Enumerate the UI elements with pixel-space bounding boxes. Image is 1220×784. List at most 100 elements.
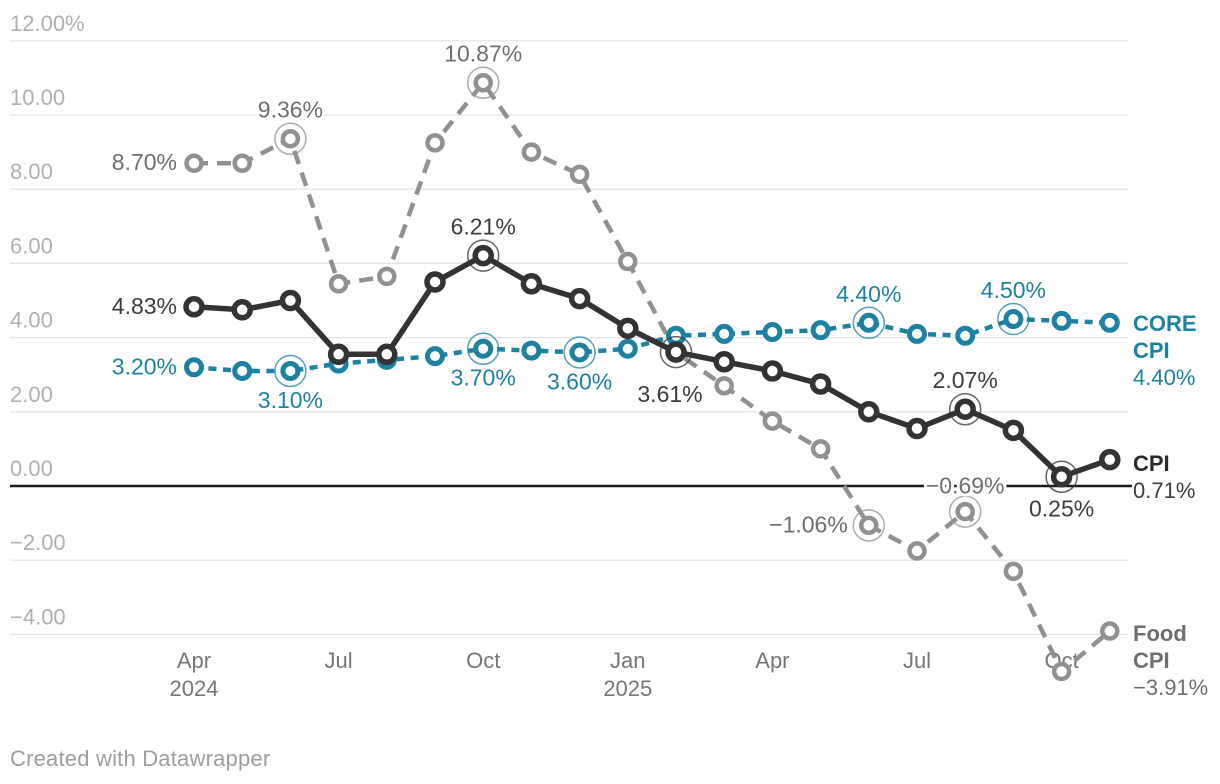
- value-label-cpi: 4.83%: [112, 293, 177, 319]
- y-axis-tick-label: 8.00: [10, 159, 53, 184]
- highlight-ring-core: [852, 306, 886, 340]
- series-cpi-point: [183, 296, 205, 318]
- series-core-point: [907, 323, 927, 344]
- legend-name-food: Food: [1133, 621, 1187, 646]
- series-food-point: [377, 266, 397, 287]
- highlight-ring-core: [563, 336, 596, 369]
- series-food-point: [1100, 621, 1120, 641]
- value-label-food: 10.87%: [444, 41, 522, 67]
- datawrapper-credit: Created with Datawrapper: [10, 746, 271, 771]
- series-cpi-point: [665, 341, 687, 363]
- series-food-point: [473, 72, 493, 93]
- series-core: [184, 309, 1120, 381]
- series-cpi-point: [520, 273, 543, 295]
- legend-name-core: CORE: [1133, 311, 1197, 336]
- series-cpi-point: [376, 343, 398, 366]
- series-food-point: [521, 142, 542, 162]
- legend-name-core: CPI: [1133, 338, 1170, 363]
- value-label-cpi: 2.07%: [933, 367, 998, 393]
- value-label-core: 3.70%: [451, 365, 516, 391]
- series-food-point: [762, 411, 783, 431]
- x-axis-tick-label: 2024: [170, 676, 219, 701]
- series-cpi-point: [906, 417, 928, 440]
- series-core-point: [280, 360, 301, 381]
- series-food-point: [1003, 561, 1024, 582]
- series-core-point: [184, 357, 204, 378]
- series-food-point: [955, 501, 975, 522]
- series-core-point: [666, 325, 686, 346]
- x-axis-tick-label: 2025: [603, 676, 652, 701]
- highlight-ring-core: [274, 354, 307, 388]
- series-core-point: [1099, 312, 1120, 333]
- series-food-point: [184, 153, 204, 173]
- legend-value-core: 4.40%: [1133, 365, 1195, 390]
- series-cpi-point: [713, 350, 735, 373]
- series-food-point: [714, 376, 734, 396]
- highlight-ring-food: [852, 509, 886, 542]
- series-core-point: [617, 338, 638, 359]
- highlight-ring-food: [274, 122, 307, 155]
- series-core-point: [232, 360, 253, 381]
- series-core-point: [955, 325, 976, 346]
- series-cpi-point: [568, 287, 591, 310]
- series-food-point: [280, 128, 301, 149]
- value-label-core: 4.40%: [836, 281, 901, 307]
- value-label-cpi: 3.61%: [637, 381, 702, 407]
- highlight-ring-cpi: [948, 392, 982, 426]
- value-label-food: −0.69%: [926, 473, 1005, 499]
- series-food-point: [232, 153, 252, 173]
- series-food-point: [425, 133, 445, 153]
- series-core-point: [473, 338, 494, 359]
- y-axis-tick-label: 4.00: [10, 308, 53, 333]
- x-axis-tick-label: Jul: [903, 648, 931, 673]
- highlight-ring-core: [997, 302, 1030, 336]
- series-core-point: [1003, 309, 1024, 330]
- value-label-food: 9.36%: [258, 97, 323, 123]
- highlight-ring-cpi: [1045, 460, 1078, 493]
- y-axis-tick-label: 10.00: [10, 85, 65, 110]
- series-core-point: [858, 312, 879, 333]
- series-core-point: [521, 340, 542, 361]
- series-food-point: [859, 515, 879, 536]
- series-cpi-point: [809, 373, 832, 395]
- series-core-point: [1051, 310, 1072, 331]
- series-food-point: [1051, 661, 1072, 682]
- series-cpi-point: [231, 299, 253, 321]
- series-food-point: [569, 164, 590, 185]
- legend-value-cpi: 0.71%: [1133, 478, 1195, 503]
- y-grid: 12.00% 10.00 8.00 6.00 4.00 2.00 0.00 −2.00 −4.0…: [10, 11, 1132, 636]
- highlight-ring-food: [466, 66, 500, 99]
- series-cpi-point: [424, 271, 446, 293]
- series-core-point: [425, 346, 445, 367]
- series-food-point: [810, 439, 831, 459]
- value-label-food: −1.06%: [769, 511, 848, 537]
- series-food-point: [328, 274, 349, 294]
- x-axis-tick-label: Apr: [177, 648, 211, 673]
- highlight-ring-food: [948, 495, 982, 528]
- legend-name-cpi: CPI: [1133, 451, 1170, 476]
- value-label-core: 3.60%: [547, 368, 612, 394]
- x-axis-tick-label: Jul: [325, 648, 353, 673]
- value-label-core: 3.20%: [112, 353, 177, 379]
- series-core-point: [810, 320, 831, 341]
- series-food-point: [907, 541, 927, 561]
- series-core-point: [762, 322, 783, 343]
- legend-value-food: −3.91%: [1133, 675, 1208, 700]
- x-axis-tick-label: Oct: [466, 648, 500, 673]
- x-axis-tick-label: Jan: [610, 648, 645, 673]
- value-label-cpi: 0.25%: [1029, 496, 1094, 522]
- highlight-ring-core: [466, 332, 500, 365]
- series-cpi-point: [954, 398, 976, 420]
- series-cpi-point: [279, 289, 302, 312]
- series-cpi-point: [472, 244, 494, 267]
- series-cpi: [183, 244, 1121, 488]
- series-cpi-point: [1099, 448, 1121, 471]
- y-axis-tick-label: −4.00: [10, 604, 66, 629]
- value-label-food: 8.70%: [112, 149, 177, 175]
- series-cpi-point: [327, 343, 350, 366]
- series-food-point: [618, 251, 638, 272]
- highlight-ring-cpi: [659, 335, 693, 369]
